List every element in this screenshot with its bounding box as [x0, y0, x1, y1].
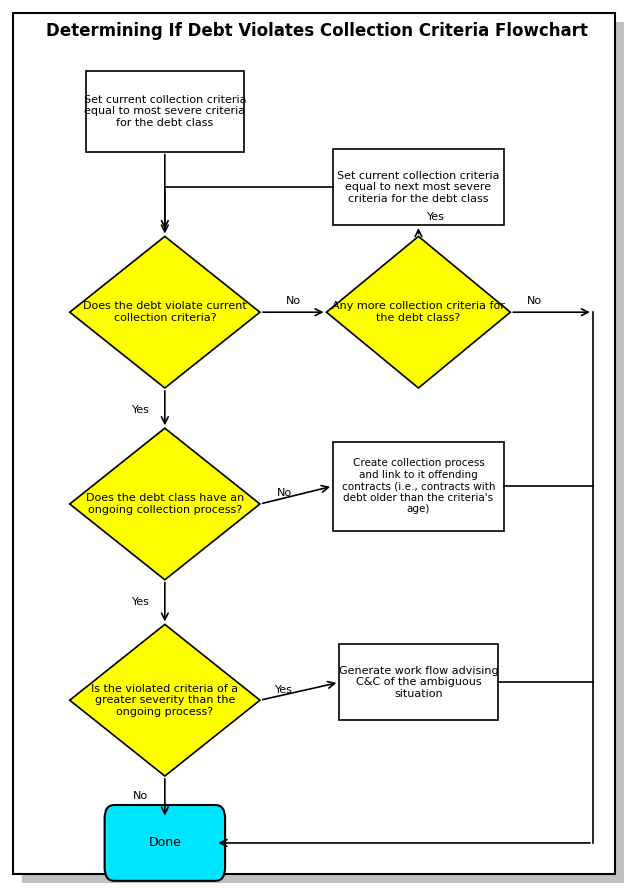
Text: No: No — [133, 790, 148, 801]
Text: Yes: Yes — [275, 684, 293, 695]
Polygon shape — [70, 624, 260, 776]
FancyBboxPatch shape — [333, 149, 504, 225]
FancyBboxPatch shape — [333, 442, 504, 531]
Text: Is the violated criteria of a
greater severity than the
ongoing process?: Is the violated criteria of a greater se… — [91, 683, 238, 717]
FancyBboxPatch shape — [86, 71, 244, 152]
Text: Yes: Yes — [427, 211, 445, 222]
FancyBboxPatch shape — [105, 805, 225, 881]
FancyBboxPatch shape — [339, 644, 498, 721]
Text: No: No — [286, 296, 301, 307]
Text: No: No — [527, 296, 542, 307]
Text: Set current collection criteria
equal to next most severe
criteria for the debt : Set current collection criteria equal to… — [337, 170, 500, 204]
Text: Determining If Debt Violates Collection Criteria Flowchart: Determining If Debt Violates Collection … — [46, 22, 588, 40]
FancyBboxPatch shape — [22, 22, 624, 883]
Text: Generate work flow advising
C&C of the ambiguous
situation: Generate work flow advising C&C of the a… — [339, 665, 498, 699]
Text: Create collection process
and link to it offending
contracts (i.e., contracts wi: Create collection process and link to it… — [342, 458, 495, 515]
Text: Does the debt class have an
ongoing collection process?: Does the debt class have an ongoing coll… — [86, 493, 244, 515]
Text: Any more collection criteria for
the debt class?: Any more collection criteria for the deb… — [332, 301, 505, 323]
Polygon shape — [327, 236, 510, 388]
Text: Yes: Yes — [132, 405, 150, 416]
Text: Done: Done — [148, 837, 181, 849]
Polygon shape — [70, 236, 260, 388]
Text: No: No — [276, 488, 292, 499]
Text: Yes: Yes — [132, 597, 150, 607]
FancyBboxPatch shape — [13, 13, 615, 874]
Polygon shape — [70, 428, 260, 580]
Text: Does the debt violate current
collection criteria?: Does the debt violate current collection… — [83, 301, 247, 323]
Text: Set current collection criteria
equal to most severe criteria
for the debt class: Set current collection criteria equal to… — [84, 95, 246, 128]
